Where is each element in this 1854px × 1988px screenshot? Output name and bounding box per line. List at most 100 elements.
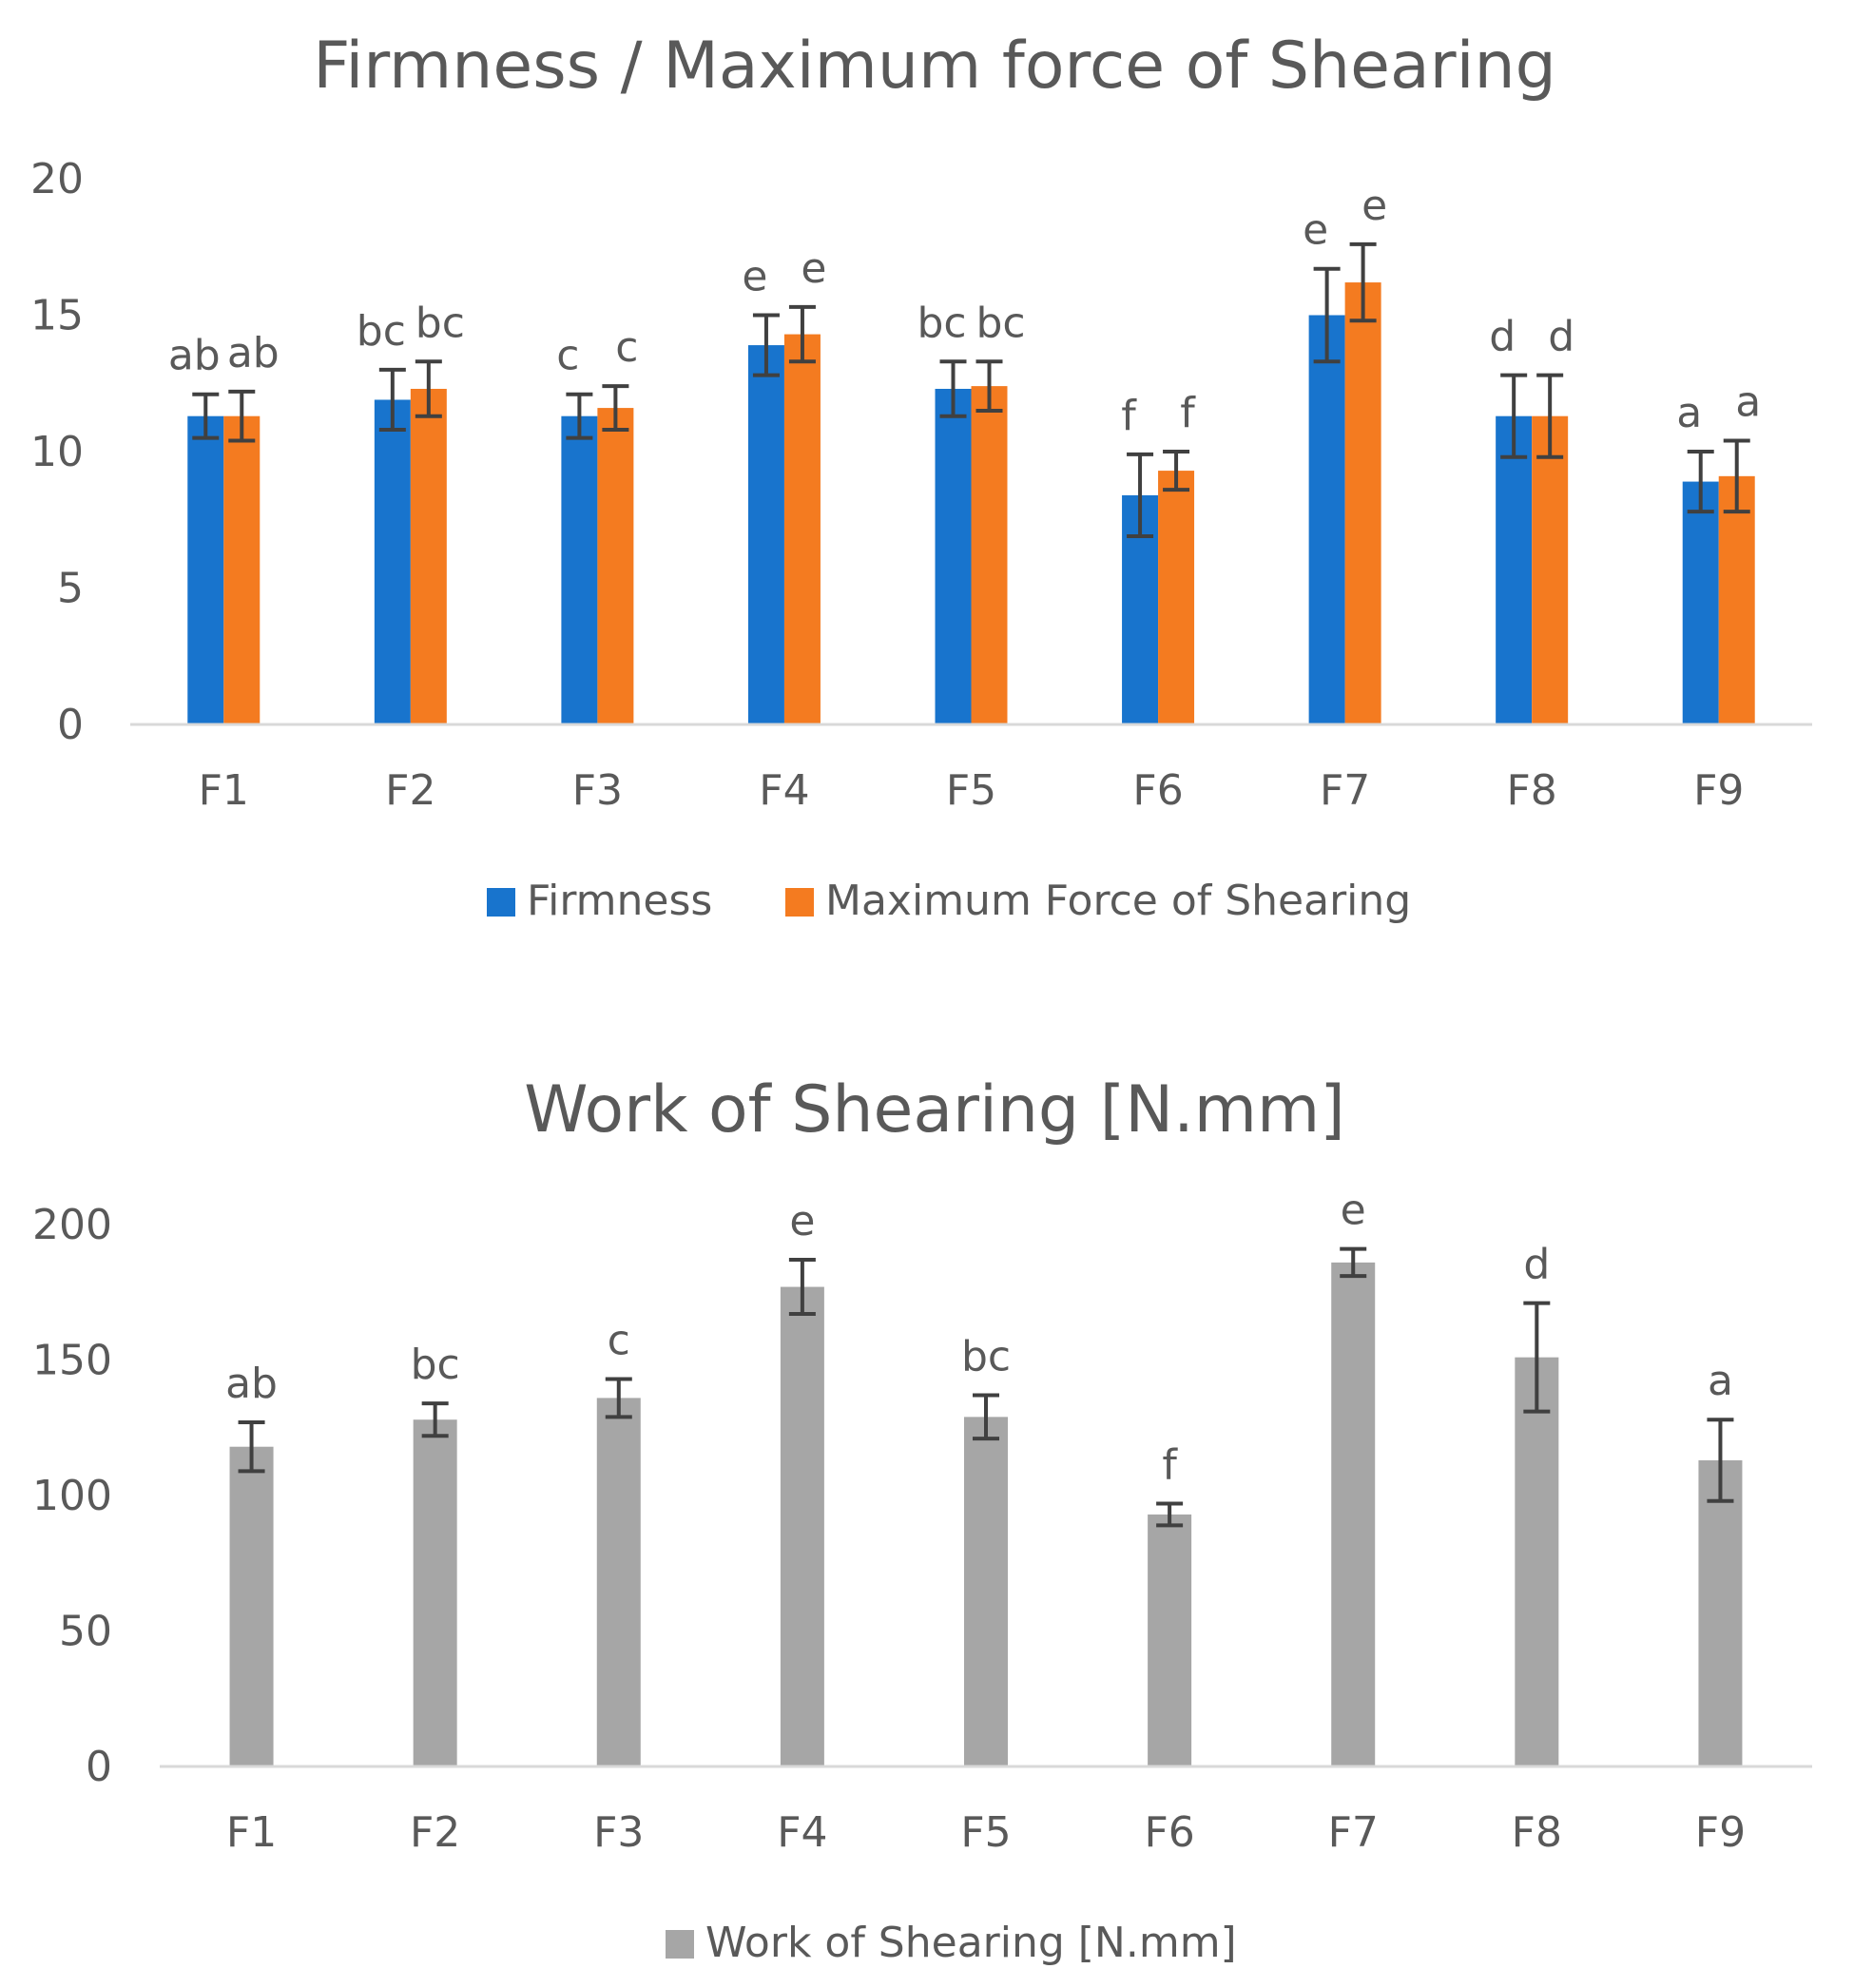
y-tick-label: 10 <box>30 428 84 476</box>
significance-letter: f <box>1162 1441 1178 1490</box>
bar <box>561 415 598 724</box>
error-bar <box>566 392 593 440</box>
y-tick-label: 150 <box>32 1337 112 1385</box>
x-tick-label: F5 <box>946 766 996 815</box>
x-tick-label: F7 <box>1320 766 1370 815</box>
error-bar <box>752 313 780 377</box>
error-bars <box>192 241 1750 538</box>
x-tick-label: F3 <box>572 766 623 815</box>
x-tick-label: F3 <box>593 1808 644 1857</box>
significance-letter: bc <box>961 1333 1011 1381</box>
error-bars <box>238 1246 1734 1528</box>
bar <box>413 1419 457 1766</box>
significance-letter: c <box>556 332 579 380</box>
legend-swatch-max-force <box>785 888 814 917</box>
y-axis-ticks: 0 50 100 150 200 <box>32 1201 112 1791</box>
significance-letter: a <box>1676 389 1702 437</box>
error-bar <box>415 359 442 418</box>
bar <box>1158 471 1195 724</box>
error-bar <box>1523 1301 1551 1414</box>
error-bar <box>973 1393 999 1441</box>
error-bar <box>192 392 220 440</box>
bar <box>229 1446 274 1766</box>
bar <box>783 334 821 724</box>
significance-letter: f <box>1180 389 1196 437</box>
significance-letter: ab <box>227 329 280 377</box>
x-tick-label: F9 <box>1693 766 1744 815</box>
legend: Firmness Maximum Force of Shearing <box>487 877 1411 925</box>
bar <box>187 415 224 724</box>
significance-letter: e <box>801 244 826 293</box>
error-bar <box>1313 266 1341 364</box>
significance-letter: d <box>1523 1241 1550 1289</box>
error-bar <box>228 389 256 443</box>
error-bar <box>1127 452 1154 538</box>
x-tick-label: F1 <box>226 1808 277 1857</box>
legend: Work of Shearing [N.mm] <box>666 1919 1237 1967</box>
error-bar <box>378 367 406 433</box>
significance-letter: e <box>1303 206 1328 255</box>
error-bar <box>602 384 629 433</box>
x-tick-label: F2 <box>385 766 435 815</box>
significance-letter: bc <box>415 299 465 347</box>
x-tick-label: F4 <box>777 1808 827 1857</box>
y-tick-label: 200 <box>32 1201 112 1249</box>
significance-letter: e <box>1341 1187 1366 1235</box>
y-tick-label: 50 <box>59 1608 112 1656</box>
significance-letter: c <box>615 323 638 372</box>
chart-firmness: Firmness / Maximum force of Shearing 0 5 1… <box>30 29 1812 925</box>
significance-letter: c <box>608 1316 630 1364</box>
x-axis-ticks: F1 F2 F3 F4 F5 F6 F7 F8 F9 <box>199 766 1745 815</box>
bar <box>1515 1357 1559 1766</box>
bar <box>747 345 784 724</box>
chart-title: Work of Shearing [N.mm] <box>524 1072 1344 1148</box>
x-tick-label: F9 <box>1695 1808 1746 1857</box>
error-bar <box>1349 241 1377 323</box>
bar <box>374 399 411 724</box>
bar <box>1331 1262 1376 1766</box>
bar <box>410 388 447 724</box>
bar <box>1308 315 1345 724</box>
legend-swatch-work <box>666 1930 694 1959</box>
bar <box>1682 481 1719 724</box>
error-bar <box>788 304 816 364</box>
significance-letter: e <box>1362 182 1387 230</box>
x-tick-label: F7 <box>1328 1808 1379 1857</box>
bar <box>1344 282 1381 724</box>
y-tick-label: 15 <box>30 292 84 340</box>
bar <box>935 388 972 724</box>
bar <box>223 415 261 724</box>
x-tick-label: F2 <box>410 1808 460 1857</box>
x-tick-label: F8 <box>1507 766 1557 815</box>
significance-letter: d <box>1548 313 1574 361</box>
significance-letters: ab bc c e bc f e d a <box>225 1187 1733 1490</box>
bar <box>1496 415 1533 724</box>
legend-label-firmness: Firmness <box>527 877 712 925</box>
legend-swatch-firmness <box>487 888 515 917</box>
significance-letter: bc <box>411 1341 460 1389</box>
bar <box>780 1286 824 1766</box>
y-tick-label: 0 <box>86 1743 112 1791</box>
significance-letter: ab <box>225 1360 278 1408</box>
x-tick-label: F1 <box>199 766 249 815</box>
error-bar <box>1163 450 1190 492</box>
x-tick-label: F6 <box>1132 766 1183 815</box>
chart-work-of-shearing: Work of Shearing [N.mm] 0 50 100 150 200 ab b… <box>32 1072 1812 1967</box>
significance-letter: a <box>1735 378 1761 427</box>
error-bar <box>1687 450 1714 514</box>
significance-letter: bc <box>357 307 406 356</box>
bar <box>964 1417 1008 1766</box>
significance-letters: ab bc c e bc f e d a ab bc c e bc f e d a <box>168 182 1761 440</box>
bars <box>187 282 1755 724</box>
bar <box>971 386 1008 724</box>
error-bar <box>939 359 967 418</box>
y-tick-label: 5 <box>57 565 84 613</box>
chart-title: Firmness / Maximum force of Shearing <box>313 29 1556 104</box>
bar <box>597 408 634 724</box>
bar <box>596 1398 641 1766</box>
bar <box>1698 1459 1743 1766</box>
x-tick-label: F4 <box>759 766 809 815</box>
bars <box>229 1262 1743 1766</box>
bar <box>1532 415 1569 724</box>
error-bar <box>605 1377 632 1419</box>
